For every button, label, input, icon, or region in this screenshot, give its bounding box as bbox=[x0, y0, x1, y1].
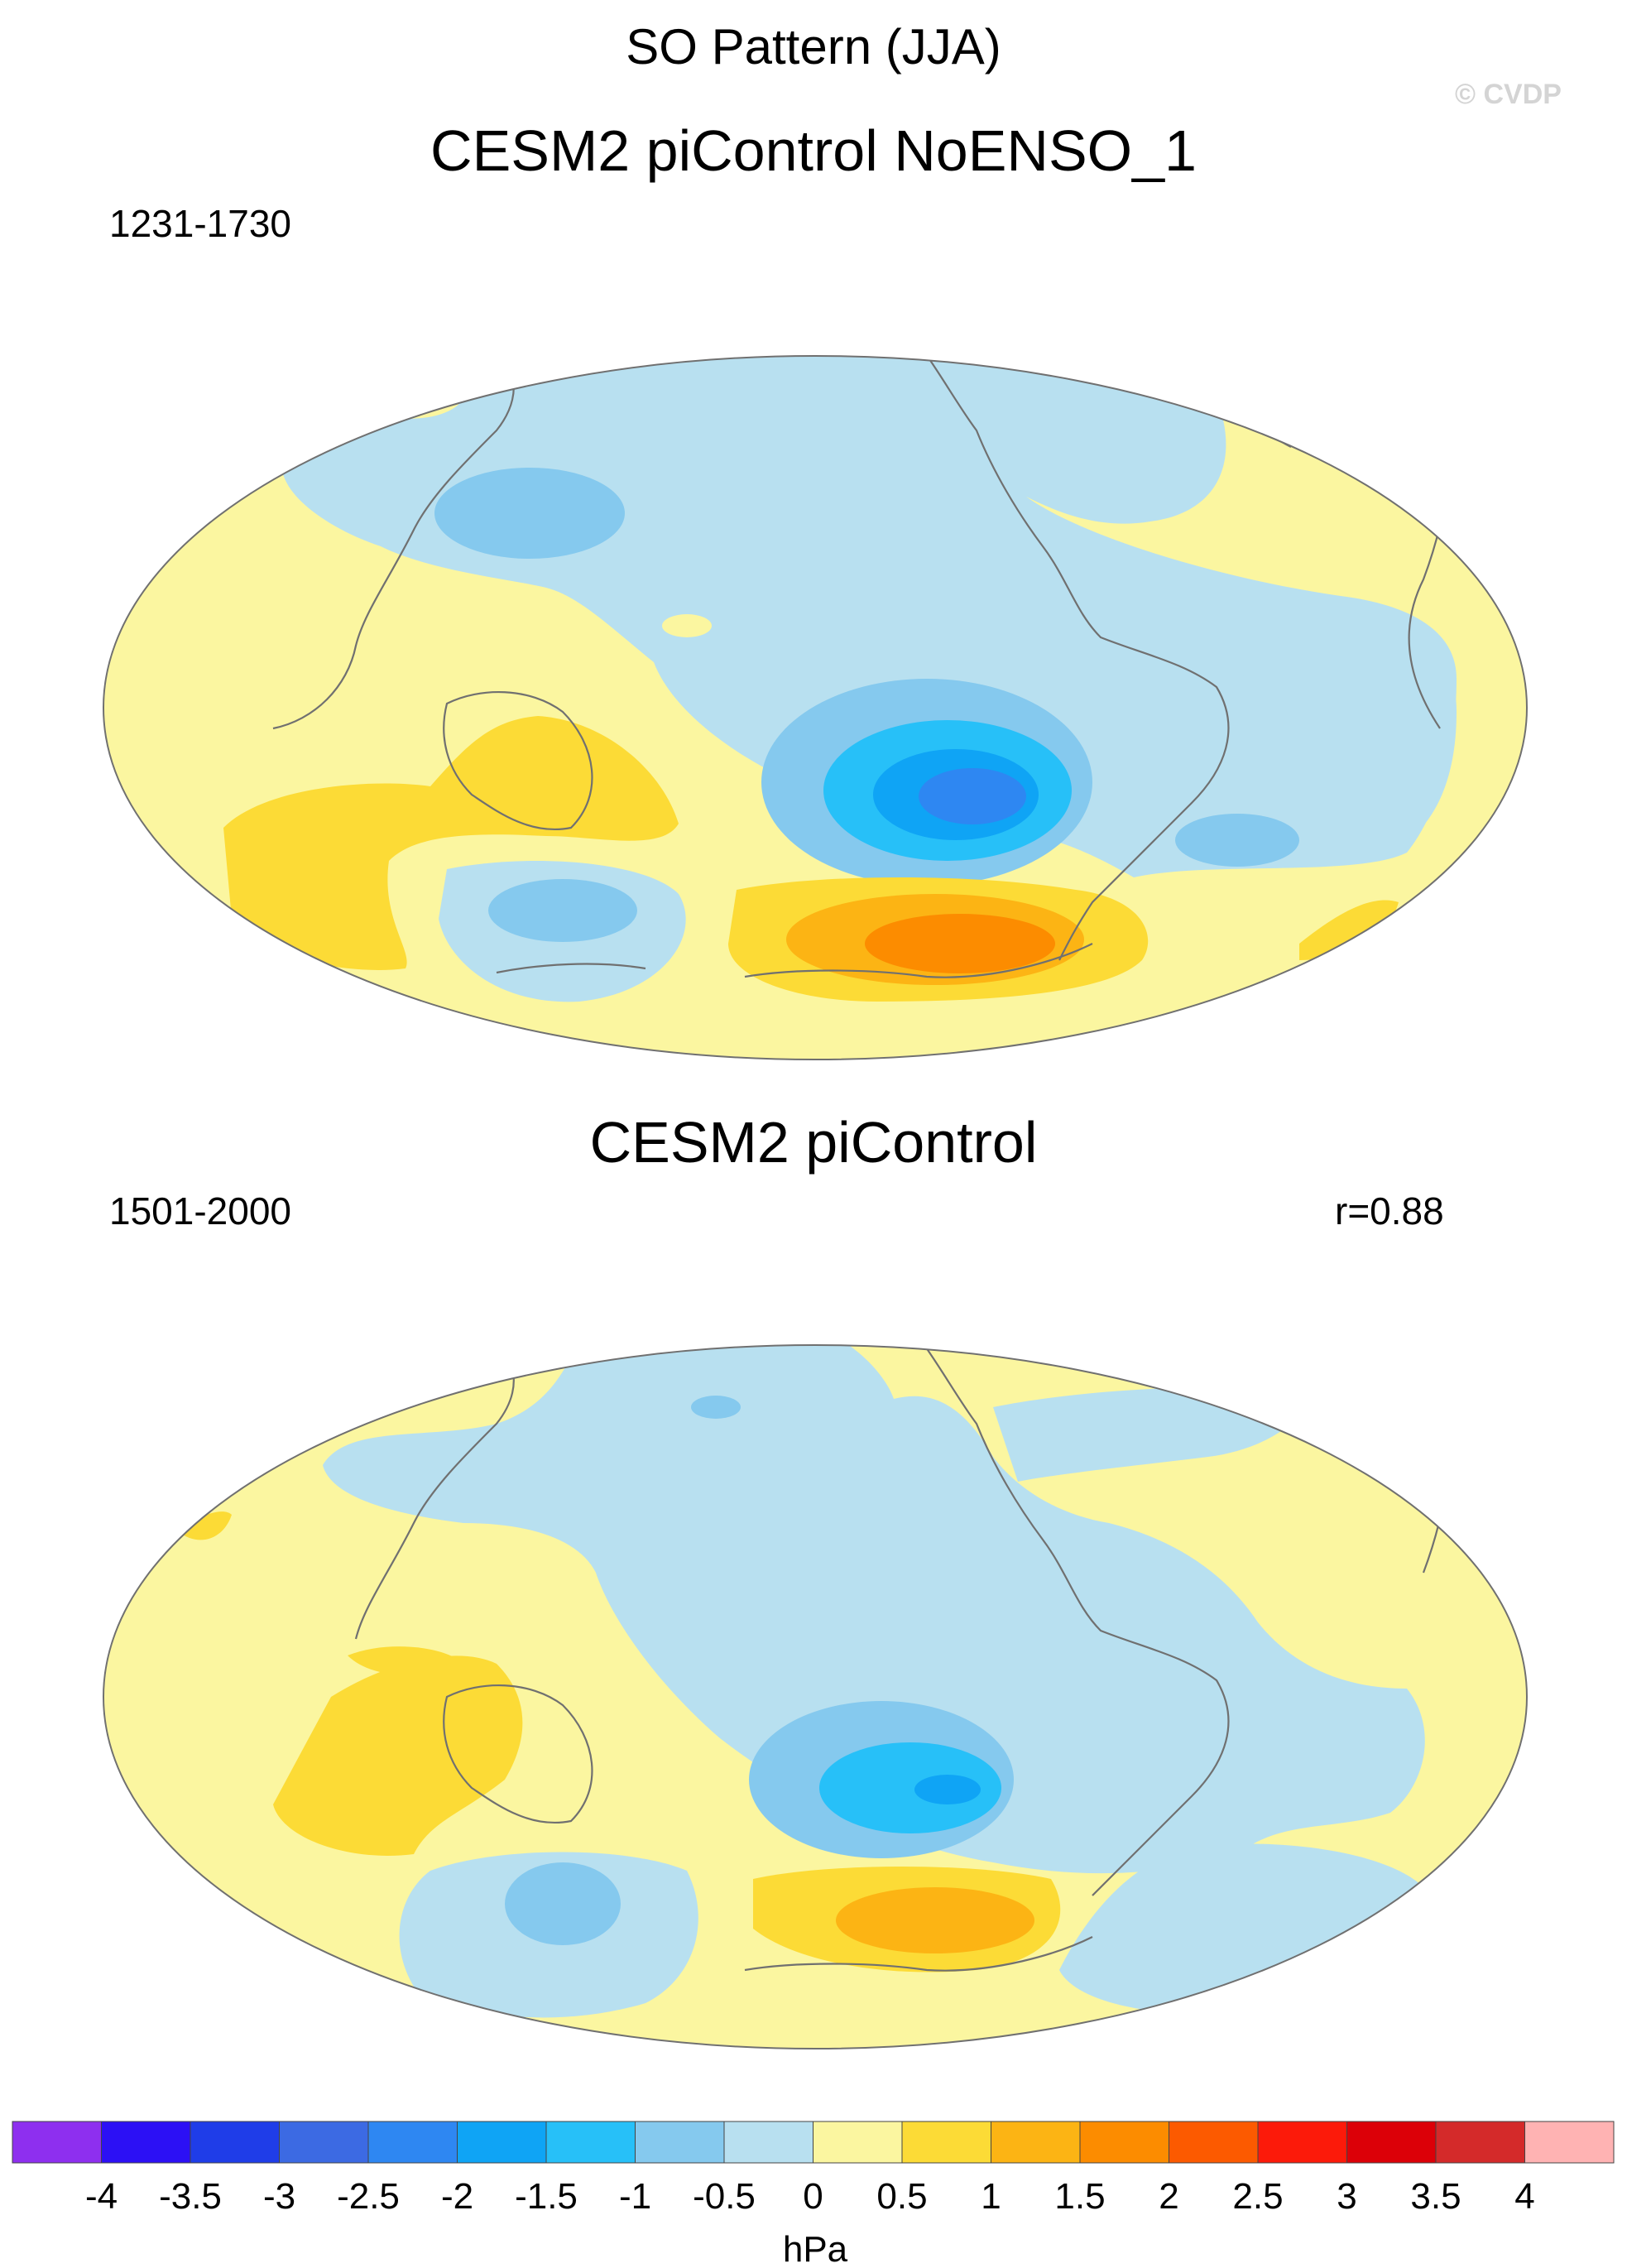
panel-2-correlation: r=0.88 bbox=[1335, 1189, 1444, 1233]
colorbar-tick-label: 0 bbox=[803, 2176, 823, 2217]
panel-2-contour-minus2 bbox=[914, 1775, 981, 1804]
colorbar-box bbox=[457, 2121, 547, 2164]
colorbar-tick-label: 3.5 bbox=[1410, 2176, 1461, 2217]
panel-1-positive-spot bbox=[662, 614, 712, 637]
colorbar-tick-label: 1.5 bbox=[1054, 2176, 1105, 2217]
colorbar-box bbox=[813, 2121, 903, 2164]
colorbar-box bbox=[1079, 2121, 1169, 2164]
colorbar-tick-label: -1.5 bbox=[515, 2176, 578, 2217]
colorbar-tick-label: -4 bbox=[85, 2176, 118, 2217]
colorbar-box bbox=[1169, 2121, 1259, 2164]
panel-2-contour-plus1 bbox=[836, 1887, 1034, 1953]
panel-1-contour-plus1p5 bbox=[865, 914, 1055, 973]
colorbar-labels: -4 -3.5 -3 -2.5 -2 -1.5 -1 -0.5 0 0.5 1 1.5 2 2.5 3 3.5… bbox=[85, 2176, 1535, 2217]
colorbar-box bbox=[190, 2121, 280, 2164]
panel-1-title: CESM2 piControl NoENSO_1 bbox=[430, 118, 1197, 183]
colorbar-tick-label: -1 bbox=[619, 2176, 651, 2217]
colorbar-tick-label: 2.5 bbox=[1232, 2176, 1283, 2217]
colorbar-box bbox=[279, 2121, 369, 2164]
colorbar-tick-label: 3 bbox=[1337, 2176, 1356, 2217]
panel-2-map bbox=[103, 1235, 1528, 2049]
colorbar-tick-label: -0.5 bbox=[693, 2176, 756, 2217]
panel-2-positive-region-aus-north bbox=[348, 1646, 463, 1675]
colorbar-box bbox=[545, 2121, 636, 2164]
colorbar-box bbox=[901, 2121, 991, 2164]
colorbar-unit: hPa bbox=[783, 2229, 848, 2268]
watermark: © CVDP bbox=[1455, 79, 1562, 110]
colorbar-box bbox=[1346, 2121, 1437, 2164]
panel-2-positive-region-arabia bbox=[178, 1511, 232, 1540]
panel-2-contour-minus1-south bbox=[505, 1862, 621, 1945]
panel-2-title: CESM2 piControl bbox=[589, 1110, 1038, 1175]
colorbar-tick-label: 0.5 bbox=[876, 2176, 927, 2217]
panel-2-period: 1501-2000 bbox=[109, 1189, 291, 1233]
figure-title: SO Pattern (JJA) bbox=[626, 19, 1001, 74]
panel-2-negative-region-north-atlantic bbox=[993, 1387, 1302, 1482]
panel-1-contour-minus2p5 bbox=[919, 768, 1026, 824]
panel-2-positive-spot-north bbox=[753, 1235, 811, 1257]
colorbar-box bbox=[1524, 2121, 1615, 2164]
panel-1-contour-minus1-east bbox=[1175, 814, 1299, 867]
colorbar-box bbox=[635, 2121, 725, 2164]
panel-2-negative-region bbox=[323, 1345, 1425, 1874]
panel-2-globe-outline bbox=[103, 1344, 1528, 2049]
colorbar-tick-label: -3.5 bbox=[159, 2176, 222, 2217]
panel-1-map bbox=[103, 355, 1528, 1060]
panel-1-negative-region-atlantic bbox=[1223, 619, 1457, 861]
colorbar-tick-label: 4 bbox=[1514, 2176, 1534, 2217]
panel-2-contour-minus1p5 bbox=[819, 1742, 1001, 1833]
panel-1-globe-outline bbox=[103, 355, 1528, 1060]
panel-1-positive-region-se bbox=[1299, 900, 1399, 960]
panel-1-contour-minus1-west bbox=[434, 468, 625, 559]
colorbar-box bbox=[12, 2121, 102, 2164]
colorbar-tick-label: 2 bbox=[1159, 2176, 1178, 2217]
colorbar-box bbox=[991, 2121, 1081, 2164]
colorbar-tick-label: -3 bbox=[263, 2176, 295, 2217]
panel-2-contour-minus1-north bbox=[691, 1396, 741, 1419]
colorbar-tick-label: -2.5 bbox=[337, 2176, 400, 2217]
colorbar-tick-label: 1 bbox=[981, 2176, 1001, 2217]
colorbar-box bbox=[1435, 2121, 1525, 2164]
panel-1-contour-minus1-south bbox=[488, 879, 637, 942]
panel-1-period: 1231-1730 bbox=[109, 202, 291, 245]
colorbar-boxes bbox=[12, 2121, 1615, 2164]
colorbar-box bbox=[1257, 2121, 1347, 2164]
colorbar-box bbox=[367, 2121, 458, 2164]
colorbar-box bbox=[101, 2121, 191, 2164]
panel-1-positive-region-aus bbox=[223, 716, 679, 970]
colorbar-tick-label: -2 bbox=[441, 2176, 473, 2217]
panel-2-positive-region-aus bbox=[273, 1655, 523, 1856]
colorbar-box bbox=[723, 2121, 814, 2164]
